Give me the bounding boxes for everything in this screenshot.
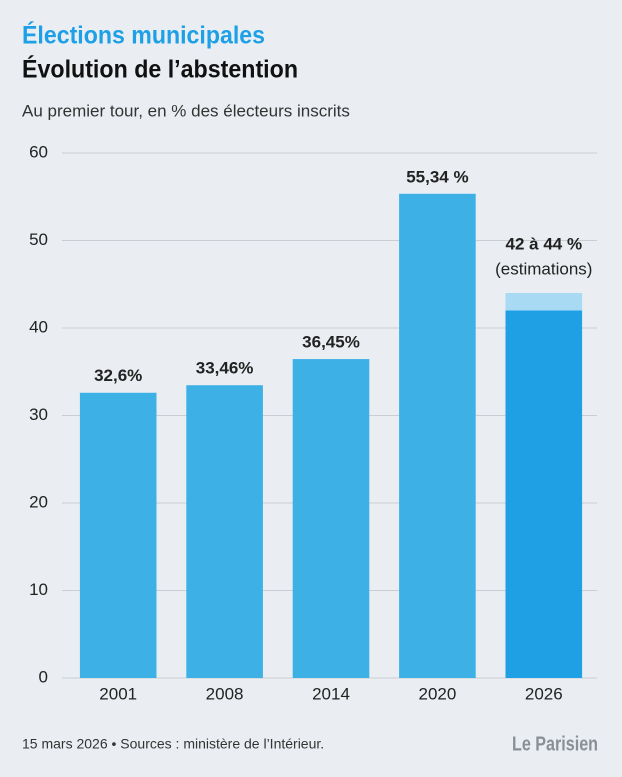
data-label: 33,46% [196,359,254,378]
y-tick-label: 20 [29,492,48,511]
y-tick-label: 60 [29,142,48,161]
y-tick-label: 10 [29,580,48,599]
x-tick-label: 2014 [312,684,350,703]
chart-title: Élections municipales [22,21,265,50]
y-axis-label: Au premier tour, en % des électeurs insc… [22,101,350,120]
bar [505,293,583,311]
data-label: 32,6% [94,366,142,385]
data-label: 42 à 44 % [506,234,583,253]
chart-subtitle: Évolution de l’abstention [22,55,298,84]
data-label: 55,34 % [406,167,468,186]
bar [505,310,583,678]
data-label: 36,45% [302,333,360,352]
bar [292,359,370,678]
bar [186,385,263,678]
y-tick-label: 30 [29,405,48,424]
logo: Le Parisien [512,733,598,755]
footer: 15 mars 2026 • Sources : ministère de l’… [22,736,324,752]
x-tick-label: 2001 [99,684,137,703]
annotation: (estimations) [495,259,592,278]
bar [399,193,476,678]
x-tick-label: 2008 [206,684,244,703]
x-tick-label: 2020 [418,684,456,703]
x-tick-label: 2026 [525,684,563,703]
y-tick-label: 50 [29,230,48,249]
y-tick-label: 40 [29,317,48,336]
y-tick-label: 0 [39,667,48,686]
bar [79,392,157,678]
